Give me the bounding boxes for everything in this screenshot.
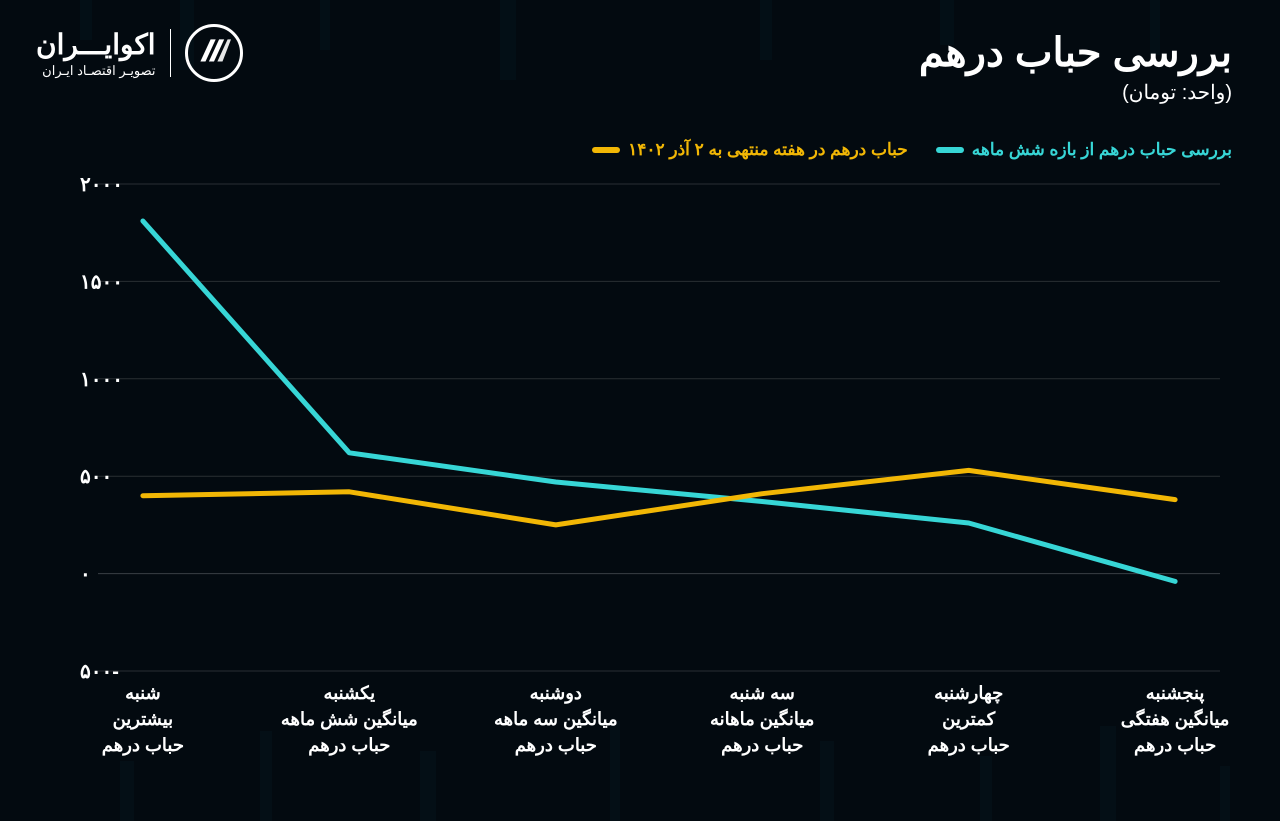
svg-text:-۵۰۰: -۵۰۰ — [80, 661, 119, 683]
svg-text:حباب درهم: حباب درهم — [721, 735, 803, 756]
svg-text:۵۰۰: ۵۰۰ — [80, 466, 112, 488]
svg-text:میانگین شش ماهه: میانگین شش ماهه — [281, 708, 418, 730]
svg-text:میانگین سه ماهه: میانگین سه ماهه — [494, 708, 618, 730]
legend-item-b: حباب درهم در هفته منتهی به ۲ آذر ۱۴۰۲ — [592, 140, 908, 160]
chart-title: بررسی حباب درهم — [919, 30, 1232, 76]
legend-swatch-a — [936, 147, 964, 153]
svg-text:میانگین هفتگی: میانگین هفتگی — [1121, 708, 1230, 730]
svg-text:پنجشنبه: پنجشنبه — [1146, 683, 1205, 704]
brand-logo: اکوایـــران تصویـر اقتصـاد ایـران — [36, 24, 243, 82]
svg-text:۰: ۰ — [80, 564, 91, 586]
legend-item-a: بررسی حباب درهم از بازه شش ماهه — [936, 140, 1232, 160]
brand-divider — [170, 29, 171, 77]
svg-text:یکشنبه: یکشنبه — [324, 683, 376, 703]
svg-text:حباب درهم: حباب درهم — [1134, 735, 1216, 756]
brand-mark-icon — [185, 24, 243, 82]
legend: بررسی حباب درهم از بازه شش ماهه حباب دره… — [592, 140, 1232, 160]
svg-text:حباب درهم: حباب درهم — [308, 735, 390, 756]
svg-text:حباب درهم: حباب درهم — [102, 735, 184, 756]
svg-text:دوشنبه: دوشنبه — [530, 683, 582, 704]
legend-label-b: حباب درهم در هفته منتهی به ۲ آذر ۱۴۰۲ — [628, 140, 908, 160]
svg-text:۲۰۰۰: ۲۰۰۰ — [80, 178, 123, 196]
svg-text:حباب درهم: حباب درهم — [515, 735, 597, 756]
svg-text:شنبه: شنبه — [125, 683, 161, 703]
brand-subtitle: تصویـر اقتصـاد ایـران — [36, 63, 156, 79]
svg-text:حباب درهم: حباب درهم — [928, 735, 1010, 756]
svg-text:۱۰۰۰: ۱۰۰۰ — [80, 369, 123, 391]
svg-text:سه شنبه: سه شنبه — [730, 683, 795, 703]
svg-text:کمترین: کمترین — [942, 709, 995, 730]
svg-text:۱۵۰۰: ۱۵۰۰ — [80, 271, 123, 293]
legend-swatch-b — [592, 147, 620, 153]
chart: -۵۰۰ ۰ ۵۰۰ ۱۰۰۰ ۱۵۰۰ ۲۰۰۰ شنبه بیشترین حباب درهم… — [28, 178, 1240, 791]
svg-text:چهارشنبه: چهارشنبه — [934, 683, 1003, 704]
chart-subtitle: (واحد: تومان) — [919, 80, 1232, 105]
chart-svg: -۵۰۰ ۰ ۵۰۰ ۱۰۰۰ ۱۵۰۰ ۲۰۰۰ شنبه بیشترین حباب درهم… — [28, 178, 1240, 791]
legend-label-a: بررسی حباب درهم از بازه شش ماهه — [972, 140, 1232, 160]
brand-title: اکوایـــران — [36, 28, 156, 61]
chart-header: بررسی حباب درهم (واحد: تومان) — [919, 30, 1232, 105]
svg-text:میانگین ماهانه: میانگین ماهانه — [710, 708, 814, 730]
svg-text:بیشترین: بیشترین — [113, 709, 174, 730]
